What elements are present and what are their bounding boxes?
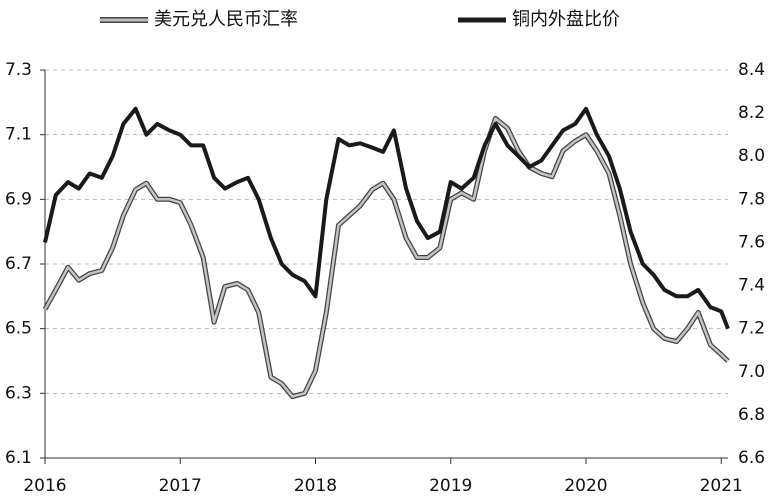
legend: 美元兑人民币汇率 铜内外盘比价: [100, 9, 620, 30]
y-tick-label: 6.3: [5, 383, 32, 403]
y2-tick-label: 7.4: [738, 276, 765, 296]
y-tick-label: 6.9: [5, 189, 32, 209]
y-tick-label: 6.7: [5, 254, 32, 274]
series-line: [43, 106, 730, 330]
series-line-outline: [42, 116, 730, 400]
y2-tick-label: 7.6: [738, 232, 765, 252]
y2-tick-label: 8.4: [738, 60, 765, 80]
x-tick-label: 2016: [23, 476, 66, 496]
x-tick-label: 2021: [700, 476, 743, 496]
legend-label: 铜内外盘比价: [512, 9, 620, 30]
series-line: [43, 117, 729, 398]
y2-tick-label: 7.8: [738, 189, 765, 209]
legend-label: 美元兑人民币汇率: [154, 9, 298, 30]
y2-tick-label: 7.0: [738, 362, 765, 382]
y-tick-label: 6.5: [5, 319, 32, 339]
y-tick-label: 6.1: [5, 448, 32, 468]
y-tick-label: 7.1: [5, 125, 32, 145]
x-tick-label: 2017: [159, 476, 202, 496]
y-tick-label: 7.3: [5, 60, 32, 80]
y2-tick-label: 6.8: [738, 405, 765, 425]
y2-tick-label: 8.2: [738, 103, 765, 123]
x-tick-label: 2019: [429, 476, 472, 496]
y2-tick-label: 7.2: [738, 319, 765, 339]
y2-tick-label: 6.6: [738, 448, 765, 468]
y2-tick-label: 8.0: [738, 146, 765, 166]
x-tick-label: 2018: [294, 476, 337, 496]
x-tick-label: 2020: [564, 476, 607, 496]
